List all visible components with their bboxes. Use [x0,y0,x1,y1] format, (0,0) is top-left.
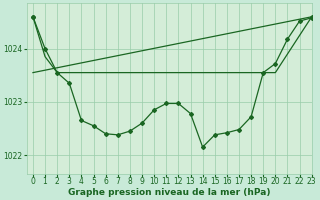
X-axis label: Graphe pression niveau de la mer (hPa): Graphe pression niveau de la mer (hPa) [68,188,270,197]
